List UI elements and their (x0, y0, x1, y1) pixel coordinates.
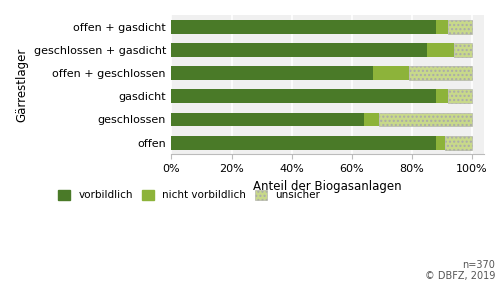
Bar (445, 136, 472, 150)
Bar (448, 20, 472, 34)
Bar (379, 112, 472, 126)
Text: n=370
© DBFZ, 2019: n=370 © DBFZ, 2019 (424, 260, 495, 281)
Legend: vorbildlich, nicht vorbildlich, unsicher: vorbildlich, nicht vorbildlich, unsicher (58, 190, 320, 201)
Bar (448, 89, 472, 103)
Bar (172, 43, 427, 57)
Bar (436, 89, 448, 103)
Y-axis label: Gärrestlager: Gärrestlager (15, 47, 28, 122)
Bar (436, 136, 445, 150)
Bar (172, 136, 436, 150)
Bar (172, 112, 364, 126)
Bar (454, 43, 472, 57)
X-axis label: Anteil der Biogasanlagen: Anteil der Biogasanlagen (254, 179, 402, 193)
Bar (409, 66, 472, 80)
Bar (436, 20, 448, 34)
Bar (364, 112, 379, 126)
Bar (373, 66, 409, 80)
Bar (172, 66, 373, 80)
Bar (172, 20, 436, 34)
Bar (427, 43, 454, 57)
Bar (172, 89, 436, 103)
